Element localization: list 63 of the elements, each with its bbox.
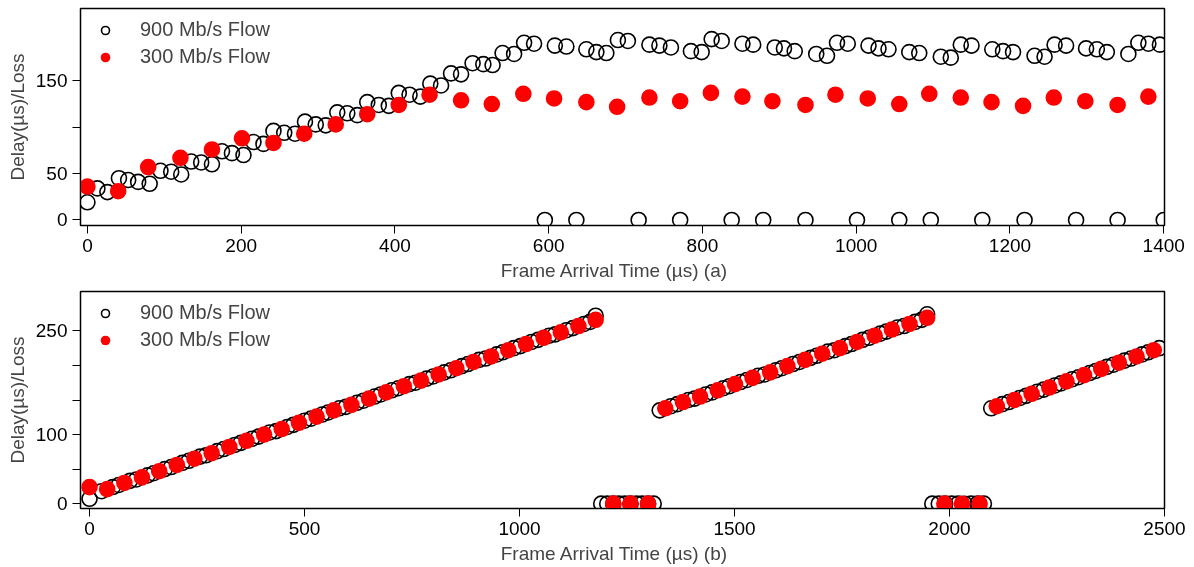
y-tick-label: 0 (56, 493, 68, 515)
x-tick-label: 1000 (498, 517, 541, 539)
point (578, 93, 595, 111)
y-tick-label: 150 (35, 70, 68, 92)
point (859, 90, 877, 107)
y-tick-label: 100 (35, 424, 68, 446)
x-tick-label: 200 (225, 234, 258, 256)
point (1014, 97, 1032, 115)
x-tick-label: 0 (82, 234, 93, 256)
x-tick-label: 400 (379, 234, 411, 256)
x-tick-label: 1200 (988, 234, 1032, 256)
legend-label: 300 Mb/s Flow (140, 328, 271, 351)
point (421, 86, 438, 104)
point (172, 149, 189, 167)
x-axis-title: Frame Arrival Time (µs) (b) (500, 542, 728, 564)
point (890, 95, 908, 113)
x-tick-label: 600 (532, 234, 565, 256)
point (483, 95, 501, 113)
point (797, 96, 814, 114)
legend-label: 300 Mb/s Flow (140, 45, 271, 68)
point (233, 130, 251, 147)
point (983, 93, 1000, 111)
point (671, 92, 689, 110)
point (1109, 96, 1126, 114)
point (545, 90, 563, 107)
point (702, 84, 720, 102)
point (764, 92, 781, 110)
point (515, 85, 532, 103)
y-tick-label: 0 (56, 209, 68, 231)
point (139, 158, 157, 176)
point (390, 96, 408, 114)
x-tick-label: 500 (288, 517, 321, 539)
point (1077, 92, 1094, 110)
point (80, 178, 96, 195)
point (295, 125, 313, 142)
point (109, 182, 127, 200)
point (203, 141, 221, 158)
x-tick-label: 1400 (1142, 234, 1185, 256)
x-axis-title: Frame Arrival Time (µs) (a) (500, 259, 728, 281)
point (920, 85, 938, 103)
legend-label: 900 Mb/s Flow (140, 18, 271, 41)
y-tick-label: 250 (35, 320, 68, 342)
x-tick-label: 2000 (928, 517, 971, 539)
x-tick-label: 1000 (835, 234, 878, 256)
legend-label: 900 Mb/s Flow (140, 301, 271, 324)
point (265, 134, 282, 152)
y-axis-title: Delay(µs)/Loss (6, 53, 28, 181)
y-tick-label: 50 (46, 163, 68, 185)
point (608, 98, 626, 116)
x-tick-label: 800 (686, 234, 719, 256)
point (358, 105, 376, 123)
y-axis-title: Delay(µs)/Loss (6, 336, 28, 464)
point (734, 88, 751, 105)
point (641, 89, 658, 106)
x-tick-label: 0 (84, 517, 95, 539)
point (827, 86, 844, 104)
point (1140, 88, 1157, 105)
point (452, 92, 470, 109)
point (952, 89, 970, 106)
point (327, 116, 345, 133)
x-tick-label: 1500 (713, 517, 756, 539)
point (1045, 89, 1063, 106)
x-tick-label: 2500 (1143, 517, 1186, 539)
